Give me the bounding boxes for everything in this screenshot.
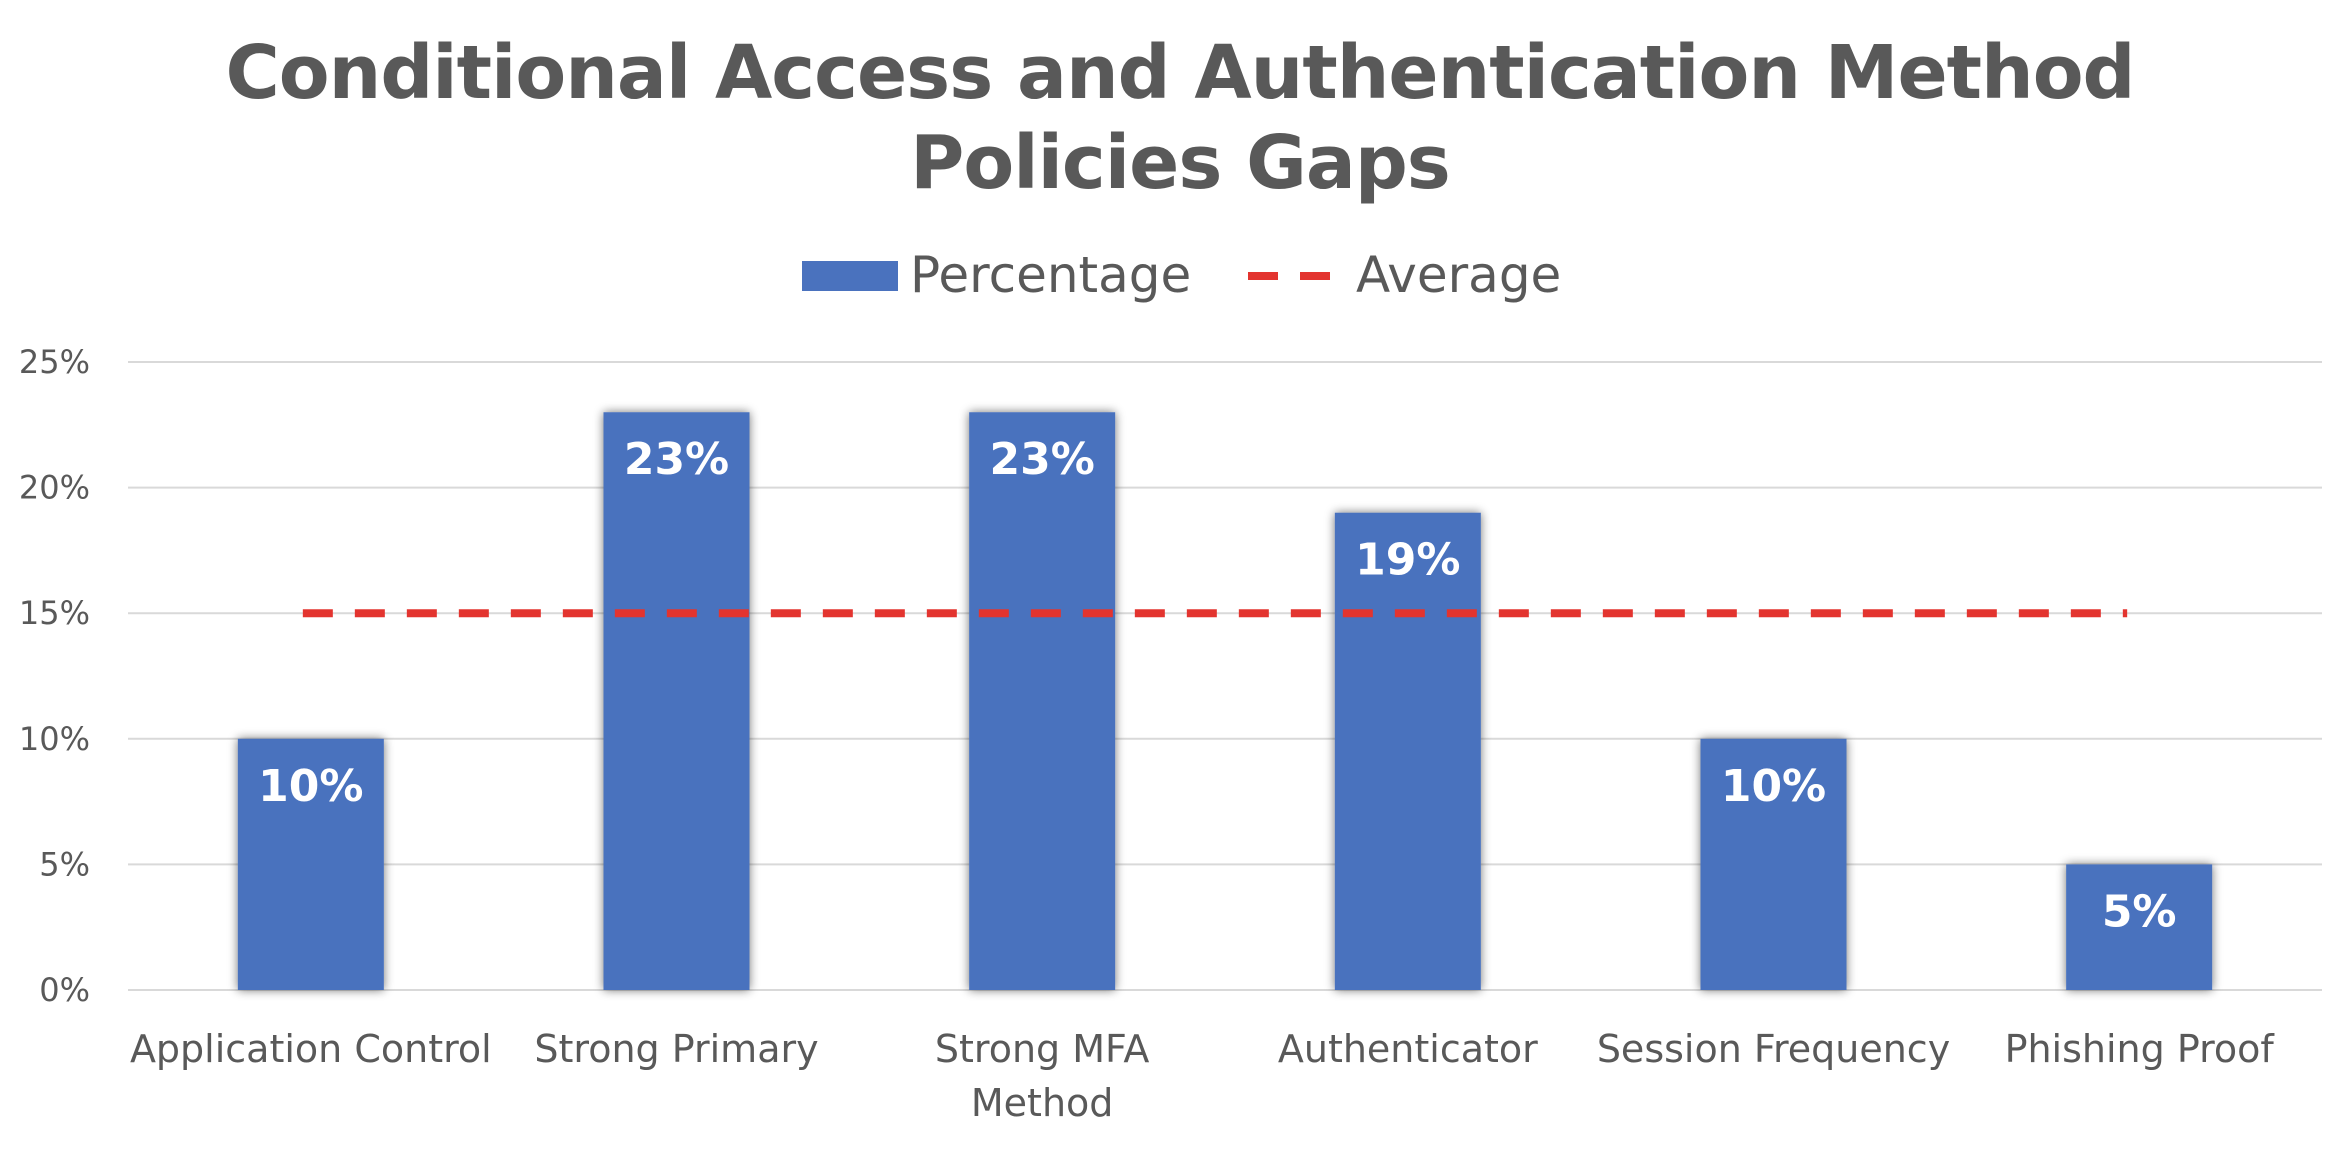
x-axis-categories: Application Control Strong Primary Strong … — [130, 1027, 2275, 1125]
x-category-label: Session Frequency — [1597, 1027, 1950, 1071]
data-label: 19% — [1355, 535, 1460, 586]
legend-label-average: Average — [1356, 246, 1561, 304]
chart-title: Conditional Access and Authentication Me… — [225, 30, 2135, 206]
chart-title-line: Policies Gaps — [910, 120, 1450, 206]
legend-label-percentage: Percentage — [910, 246, 1191, 304]
data-label: 5% — [2102, 886, 2177, 937]
y-axis-ticks: 0% 5% 10% 15% 20% 25% — [19, 343, 90, 1009]
y-tick-label: 0% — [39, 971, 90, 1009]
data-labels: 10% 23% 23% 19% 10% 5% — [258, 434, 2176, 937]
bar — [603, 412, 750, 990]
chart-title-line: Conditional Access and Authentication Me… — [225, 30, 2134, 116]
bar — [2066, 864, 2213, 990]
y-tick-label: 5% — [39, 845, 90, 883]
data-label: 10% — [258, 761, 363, 812]
legend: Percentage Average — [802, 246, 1561, 304]
bar — [1334, 512, 1481, 990]
bar — [969, 412, 1116, 990]
bars — [237, 412, 2213, 990]
bar — [1700, 738, 1847, 990]
bar — [237, 738, 384, 990]
x-category-label: Strong Primary — [534, 1027, 818, 1071]
data-label: 23% — [624, 434, 729, 485]
y-tick-label: 10% — [19, 720, 90, 758]
x-category-label: Authenticator — [1278, 1027, 1538, 1071]
data-label: 23% — [990, 434, 1095, 485]
data-label: 10% — [1721, 761, 1826, 812]
gridlines — [128, 361, 2322, 991]
y-tick-label: 25% — [19, 343, 90, 381]
y-tick-label: 15% — [19, 594, 90, 632]
x-category-label: Phishing Proof — [2005, 1027, 2276, 1071]
x-category-label: Method — [971, 1081, 1114, 1125]
legend-swatch-percentage — [802, 261, 898, 291]
y-tick-label: 20% — [19, 469, 90, 507]
x-category-label: Application Control — [130, 1027, 492, 1071]
x-category-label: Strong MFA — [935, 1027, 1150, 1071]
